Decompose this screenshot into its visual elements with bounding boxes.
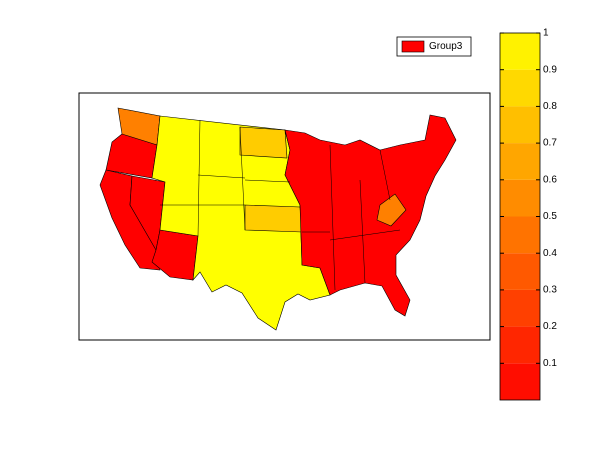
region-border bbox=[379, 149, 391, 201]
region bbox=[376, 193, 407, 227]
colorbar-level bbox=[500, 106, 540, 144]
colorbar-tick-label: 1 bbox=[543, 28, 549, 39]
region bbox=[244, 204, 303, 233]
legend-label: Group3 bbox=[429, 41, 463, 52]
region-border bbox=[197, 174, 246, 179]
colorbar-tick-label: 0.7 bbox=[543, 138, 557, 149]
colorbar-tick-label: 0.9 bbox=[543, 64, 557, 75]
colorbar-level bbox=[500, 363, 540, 400]
colorbar-level bbox=[500, 253, 540, 290]
colorbar-tick-label: 0.3 bbox=[543, 285, 557, 296]
region-border bbox=[239, 126, 246, 231]
colorbar-level bbox=[500, 179, 540, 217]
region-border bbox=[329, 144, 336, 291]
region-border bbox=[329, 229, 401, 241]
colorbar-tick-label: 0.8 bbox=[543, 101, 557, 112]
colorbar-level bbox=[500, 143, 540, 180]
colorbar-tick-label: 0.1 bbox=[543, 358, 557, 369]
colorbar-level bbox=[500, 69, 540, 107]
colorbar-level bbox=[500, 326, 540, 364]
colorbar-level bbox=[500, 33, 540, 70]
region bbox=[239, 126, 288, 159]
colorbar-tick-label: 0.5 bbox=[543, 211, 557, 222]
colorbar-tick-label: 0.6 bbox=[543, 174, 557, 185]
colorbar-level bbox=[500, 289, 540, 327]
colorbar-tick-label: 0.2 bbox=[543, 321, 557, 332]
map-regions bbox=[99, 107, 457, 331]
region-border bbox=[244, 179, 291, 183]
legend-swatch bbox=[401, 40, 425, 53]
colorbar-tick-label: 0.4 bbox=[543, 248, 557, 259]
colorbar: 0.1 0.2 0.3 0.4 0.5 0.6 0.7 0.8 0.9 1 bbox=[499, 28, 557, 401]
region-border bbox=[197, 119, 201, 237]
colorbar-level bbox=[500, 216, 540, 254]
region-border bbox=[359, 179, 366, 284]
legend: Group3 bbox=[396, 36, 472, 57]
region bbox=[105, 133, 158, 179]
